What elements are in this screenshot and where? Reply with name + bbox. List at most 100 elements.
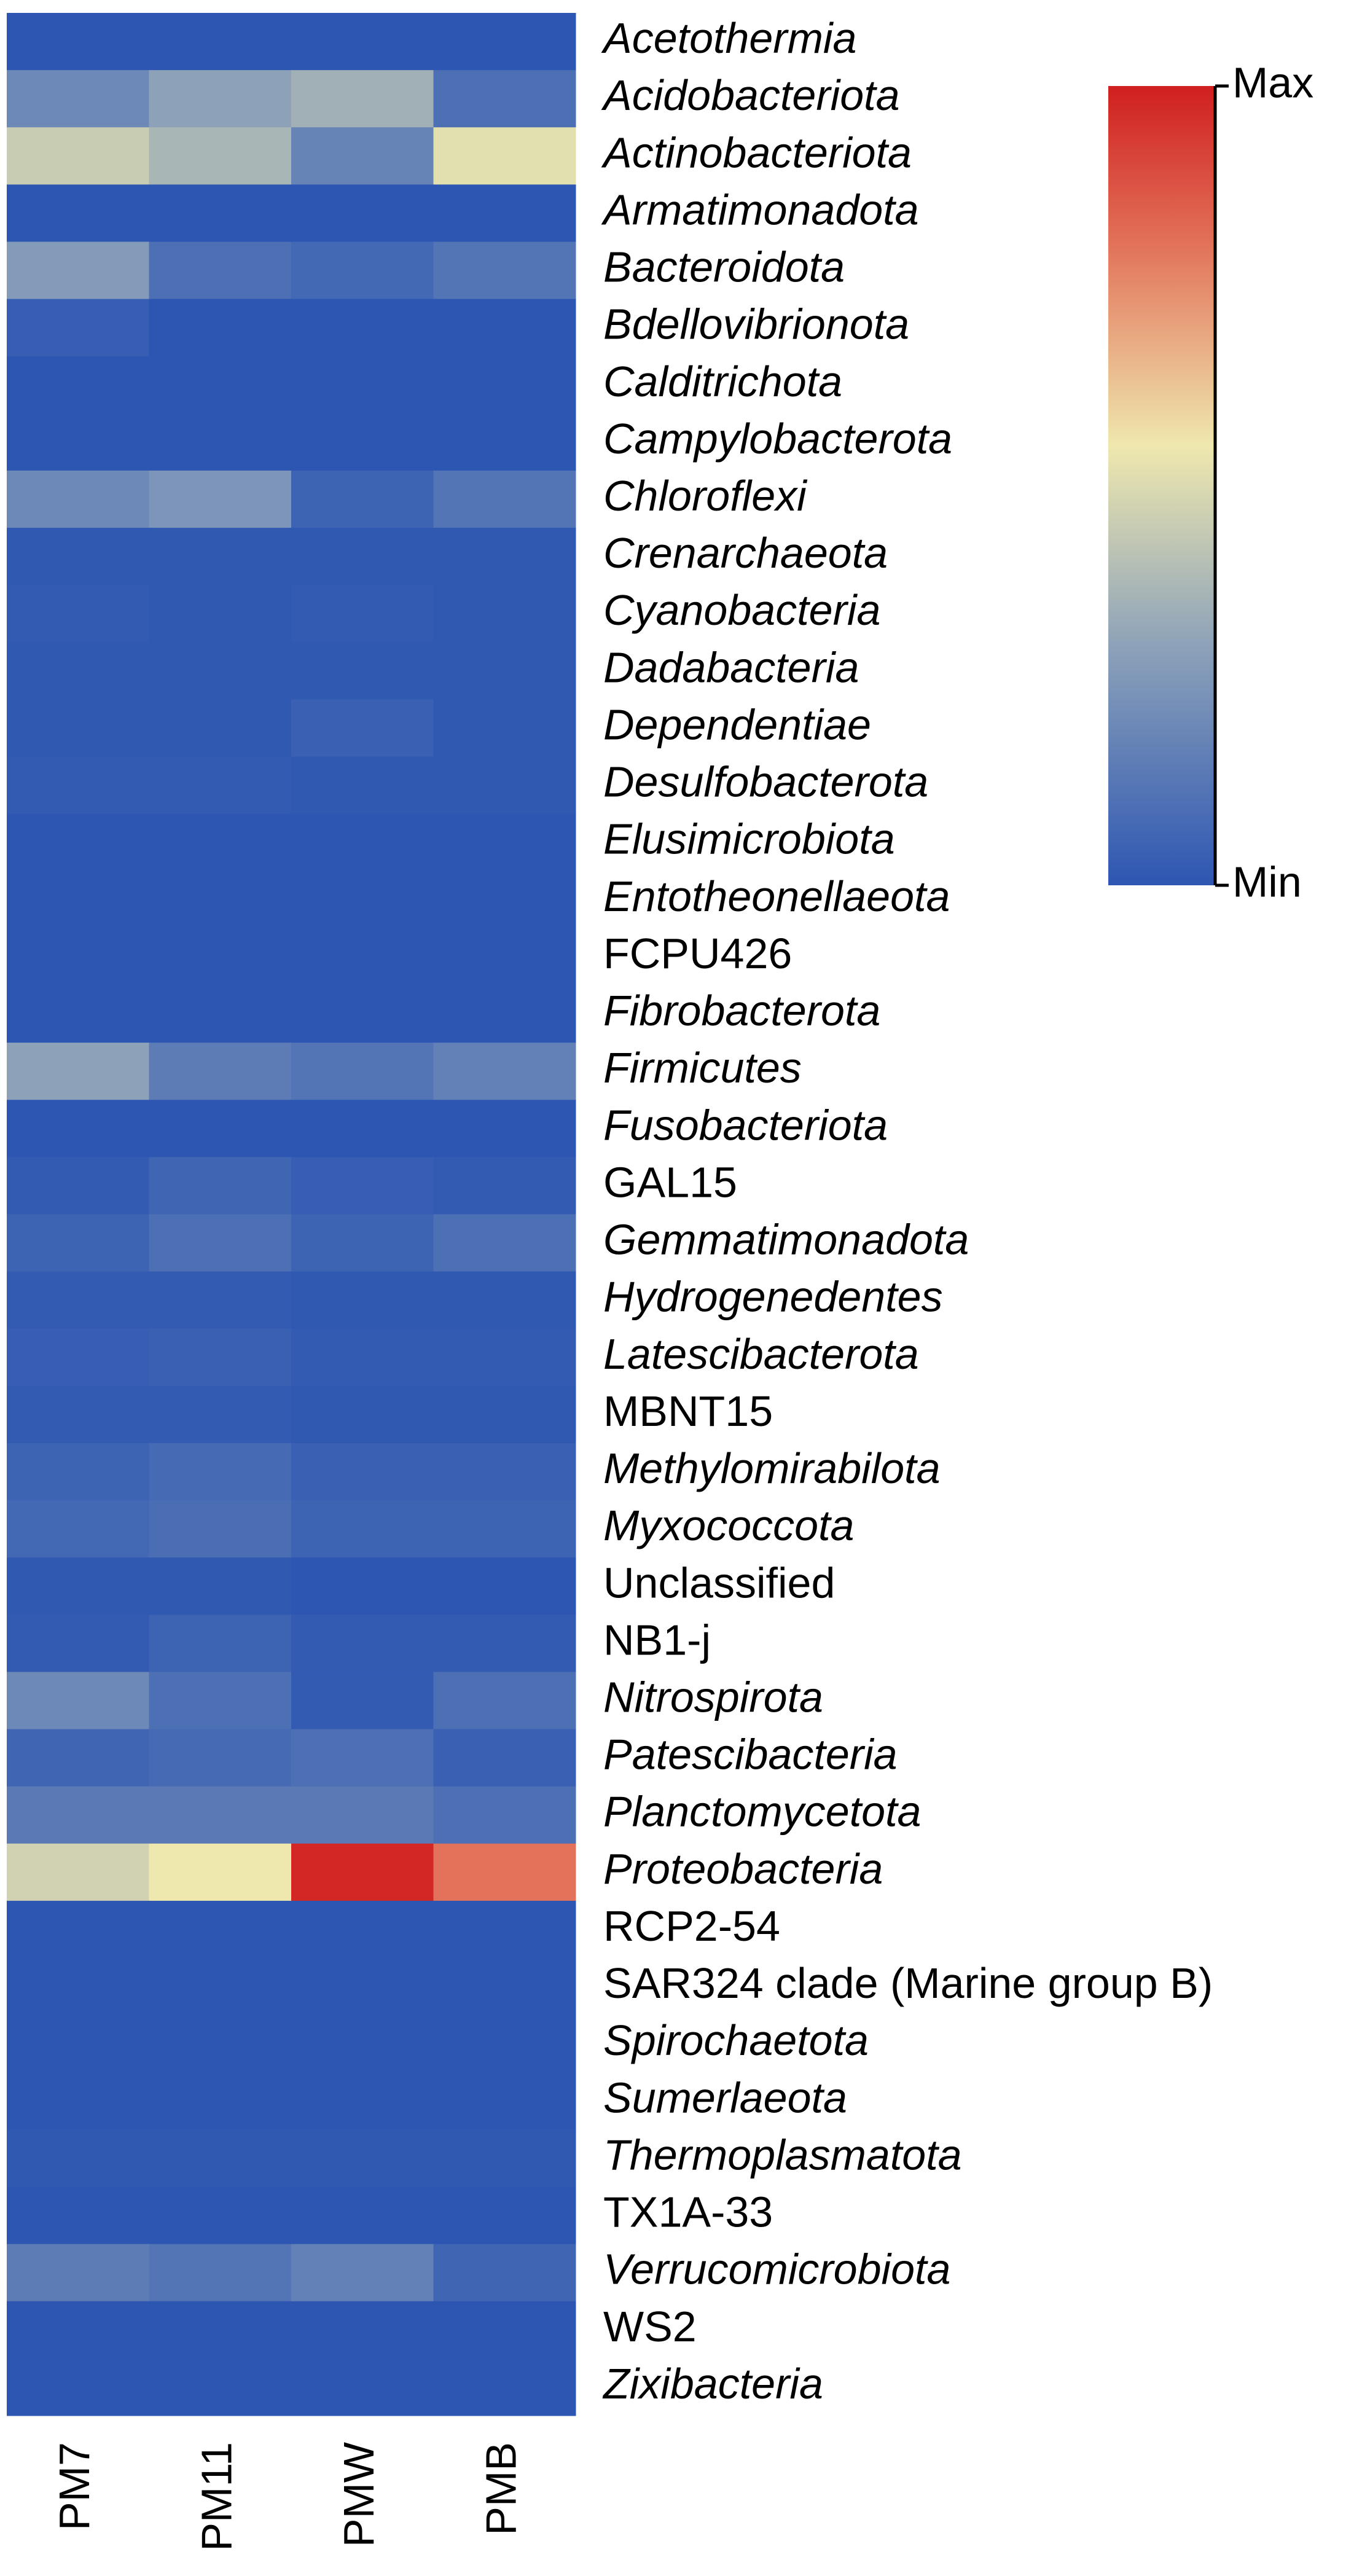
row-label: SAR324 clade (Marine group B) xyxy=(603,1959,1213,2007)
heatmap-cell xyxy=(7,585,149,643)
heatmap-cell xyxy=(149,413,292,471)
heatmap-cell xyxy=(7,356,149,414)
heatmap-cell xyxy=(7,928,149,986)
heatmap-cell xyxy=(291,2186,434,2245)
heatmap-cell xyxy=(291,2244,434,2302)
heatmap-cell xyxy=(433,1729,576,1787)
heatmap-cell xyxy=(149,756,292,815)
heatmap-cell xyxy=(433,1615,576,1672)
heatmap-cell xyxy=(433,184,576,242)
heatmap-cell xyxy=(291,13,434,71)
heatmap-cell xyxy=(149,2072,292,2130)
heatmap-cell xyxy=(433,2186,576,2245)
heatmap-cell xyxy=(149,1214,292,1272)
heatmap-cell xyxy=(433,13,576,71)
heatmap-cell xyxy=(7,2358,149,2416)
heatmap-cell xyxy=(433,299,576,357)
heatmap-cell xyxy=(433,642,576,700)
heatmap-cell xyxy=(433,2015,576,2073)
heatmap-cell xyxy=(7,1786,149,1844)
heatmap-cell xyxy=(291,1729,434,1787)
column-label: PM11 xyxy=(193,2442,241,2551)
heatmap-cell xyxy=(149,2301,292,2359)
row-label: Verrucomicrobiota xyxy=(603,2245,950,2293)
row-label: Calditrichota xyxy=(603,358,842,405)
heatmap-cell xyxy=(7,871,149,929)
row-label: Thermoplasmatota xyxy=(603,2131,962,2179)
heatmap-cell xyxy=(291,1958,434,2016)
heatmap-cell xyxy=(7,70,149,128)
heatmap-cell xyxy=(149,470,292,528)
heatmap-cell xyxy=(7,1385,149,1444)
heatmap-cell xyxy=(7,1328,149,1387)
heatmap-cell xyxy=(291,70,434,128)
heatmap-cell xyxy=(7,1958,149,2016)
heatmap-cell xyxy=(149,813,292,872)
heatmap-cell xyxy=(433,2301,576,2359)
heatmap-cell xyxy=(291,184,434,242)
row-label: Myxococcota xyxy=(603,1501,854,1549)
heatmap-cell xyxy=(7,13,149,71)
heatmap-cell xyxy=(149,2129,292,2188)
heatmap-cell xyxy=(291,1271,434,1329)
heatmap-cell xyxy=(291,2129,434,2188)
heatmap-cell xyxy=(433,1557,576,1615)
row-label: Bdellovibrionota xyxy=(603,300,909,348)
heatmap-cell xyxy=(7,1843,149,1901)
heatmap-cell xyxy=(291,1672,434,1730)
heatmap-cell xyxy=(433,985,576,1043)
heatmap-cell xyxy=(291,241,434,300)
heatmap-cell xyxy=(7,642,149,700)
heatmap-cell xyxy=(149,1100,292,1157)
row-label: Sumerlaeota xyxy=(603,2073,847,2121)
column-label: PMW xyxy=(335,2442,383,2547)
heatmap-cell xyxy=(7,241,149,300)
heatmap-cell xyxy=(433,1328,576,1387)
heatmap-cell xyxy=(433,2244,576,2302)
heatmap-cell xyxy=(149,642,292,700)
row-label: Latescibacterota xyxy=(603,1330,919,1378)
heatmap-cell xyxy=(7,1043,149,1100)
heatmap-cell xyxy=(149,1385,292,1444)
row-label: Armatimonadota xyxy=(601,186,919,233)
heatmap-cell xyxy=(291,1443,434,1501)
heatmap-cell xyxy=(433,871,576,929)
heatmap-cell xyxy=(433,1672,576,1730)
heatmap-cell xyxy=(149,127,292,185)
heatmap-cell xyxy=(149,1843,292,1901)
heatmap-cell xyxy=(7,1214,149,1272)
row-label: Crenarchaeota xyxy=(603,529,888,577)
colorbar xyxy=(1108,86,1215,885)
heatmap-cell xyxy=(149,699,292,758)
heatmap-cell xyxy=(291,642,434,700)
heatmap-cell xyxy=(433,2129,576,2188)
heatmap-cell xyxy=(149,1958,292,2016)
heatmap-cell xyxy=(149,1615,292,1672)
heatmap-cell xyxy=(7,2244,149,2302)
heatmap-cell xyxy=(433,699,576,758)
heatmap-cell xyxy=(433,1043,576,1100)
heatmap-cell xyxy=(7,528,149,585)
heatmap-cell xyxy=(149,528,292,585)
row-label: Dependentiae xyxy=(603,700,871,748)
row-label: Acetothermia xyxy=(601,14,856,62)
row-label: GAL15 xyxy=(603,1158,737,1206)
heatmap-cell xyxy=(433,470,576,528)
heatmap-cell xyxy=(7,1443,149,1501)
row-label: Fusobacteriota xyxy=(603,1101,888,1149)
heatmap-cell xyxy=(7,813,149,872)
heatmap-cell xyxy=(7,127,149,185)
row-label: Chloroflexi xyxy=(603,472,808,520)
heatmap-cell xyxy=(291,585,434,643)
row-label: TX1A-33 xyxy=(603,2188,773,2236)
row-label: Cyanobacteria xyxy=(603,586,880,634)
heatmap-cell xyxy=(7,184,149,242)
heatmap-cell xyxy=(433,1786,576,1844)
heatmap-cell xyxy=(433,813,576,872)
heatmap-cell xyxy=(149,1328,292,1387)
heatmap-cell xyxy=(291,2015,434,2073)
heatmap-cell xyxy=(149,1271,292,1329)
heatmap-cell xyxy=(291,2072,434,2130)
row-label: Methylomirabilota xyxy=(603,1444,941,1492)
